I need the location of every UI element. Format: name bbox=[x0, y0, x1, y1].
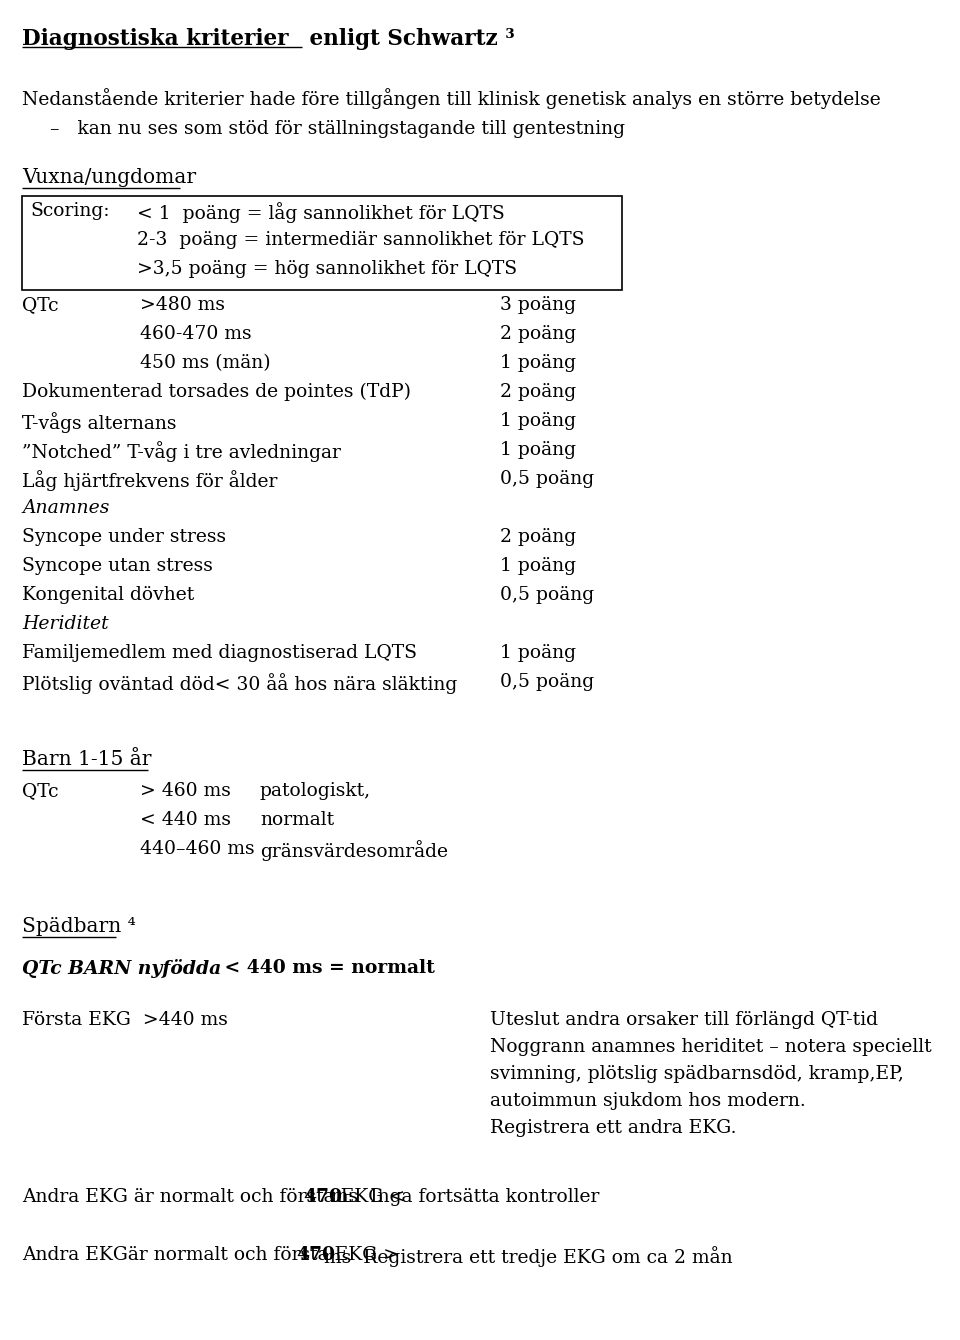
Text: QTc: QTc bbox=[22, 783, 59, 800]
Text: Syncope under stress: Syncope under stress bbox=[22, 528, 227, 545]
Text: Andra EKGär normalt och första EKG >: Andra EKGär normalt och första EKG > bbox=[22, 1246, 405, 1264]
Text: T-vågs alternans: T-vågs alternans bbox=[22, 411, 177, 433]
Text: Vuxna/ungdomar: Vuxna/ungdomar bbox=[22, 168, 196, 188]
Text: autoimmun sjukdom hos modern.: autoimmun sjukdom hos modern. bbox=[490, 1092, 805, 1110]
Text: >3,5 poäng = hög sannolikhet för LQTS: >3,5 poäng = hög sannolikhet för LQTS bbox=[137, 260, 517, 277]
Text: gränsvärdesområde: gränsvärdesområde bbox=[260, 840, 448, 862]
Text: 2-3  poäng = intermediär sannolikhet för LQTS: 2-3 poäng = intermediär sannolikhet för … bbox=[137, 230, 585, 249]
Text: patologiskt,: patologiskt, bbox=[260, 783, 372, 800]
Text: 1 poäng: 1 poäng bbox=[500, 354, 576, 373]
Text: 470: 470 bbox=[296, 1246, 335, 1264]
Text: < 440 ms: < 440 ms bbox=[140, 811, 231, 829]
Text: 2 poäng: 2 poäng bbox=[500, 383, 576, 401]
Text: Barn 1-15 år: Barn 1-15 år bbox=[22, 750, 152, 769]
Text: Noggrann anamnes heriditet – notera speciellt: Noggrann anamnes heriditet – notera spec… bbox=[490, 1038, 931, 1056]
Text: < 440 ms = normalt: < 440 ms = normalt bbox=[218, 959, 435, 977]
Text: 440–460 ms: 440–460 ms bbox=[140, 840, 254, 858]
Text: 0,5 poäng: 0,5 poäng bbox=[500, 586, 594, 604]
Text: Spädbarn ⁴: Spädbarn ⁴ bbox=[22, 917, 135, 937]
Text: Anamnes: Anamnes bbox=[22, 498, 109, 517]
Text: 1 poäng: 1 poäng bbox=[500, 411, 576, 430]
Text: Syncope utan stress: Syncope utan stress bbox=[22, 557, 213, 575]
Text: Andra EKG är normalt och första EKG <: Andra EKG är normalt och första EKG < bbox=[22, 1189, 411, 1206]
Text: 2 poäng: 2 poäng bbox=[500, 326, 576, 343]
Text: Registrera ett andra EKG.: Registrera ett andra EKG. bbox=[490, 1119, 736, 1138]
Text: Plötslig oväntad död< 30 åå hos nära släkting: Plötslig oväntad död< 30 åå hos nära slä… bbox=[22, 673, 457, 694]
Text: ms  Registrera ett tredje EKG om ca 2 mån: ms Registrera ett tredje EKG om ca 2 mån bbox=[318, 1246, 732, 1266]
Text: 3 poäng: 3 poäng bbox=[500, 296, 576, 314]
Text: Diagnostiska kriterier: Diagnostiska kriterier bbox=[22, 28, 289, 50]
Text: Nedanstående kriterier hade före tillgången till klinisk genetisk analys en stör: Nedanstående kriterier hade före tillgån… bbox=[22, 88, 880, 109]
Text: normalt: normalt bbox=[260, 811, 334, 829]
Text: 1 poäng: 1 poäng bbox=[500, 645, 576, 662]
Text: Familjemedlem med diagnostiserad LQTS: Familjemedlem med diagnostiserad LQTS bbox=[22, 645, 417, 662]
Text: 0,5 poäng: 0,5 poäng bbox=[500, 673, 594, 691]
Text: –   kan nu ses som stöd för ställningstagande till gentestning: – kan nu ses som stöd för ställningstaga… bbox=[50, 121, 625, 138]
Text: Första EKG  >440 ms: Första EKG >440 ms bbox=[22, 1010, 228, 1029]
Text: QTc: QTc bbox=[22, 296, 59, 314]
Text: 470: 470 bbox=[303, 1189, 342, 1206]
Text: 460-470 ms: 460-470 ms bbox=[140, 326, 252, 343]
Bar bbox=[22, 196, 622, 289]
Text: ms  Inga fortsätta kontroller: ms Inga fortsätta kontroller bbox=[325, 1189, 600, 1206]
Text: > 460 ms: > 460 ms bbox=[140, 783, 230, 800]
Text: Kongenital dövhet: Kongenital dövhet bbox=[22, 586, 194, 604]
Text: 2 poäng: 2 poäng bbox=[500, 528, 576, 545]
Text: Dokumenterad torsades de pointes (TdP): Dokumenterad torsades de pointes (TdP) bbox=[22, 383, 411, 401]
Text: ”Notched” T-våg i tre avledningar: ”Notched” T-våg i tre avledningar bbox=[22, 441, 341, 462]
Text: Scoring:: Scoring: bbox=[30, 202, 109, 220]
Text: Låg hjärtfrekvens för ålder: Låg hjärtfrekvens för ålder bbox=[22, 470, 277, 490]
Text: 450 ms (män): 450 ms (män) bbox=[140, 354, 271, 373]
Text: 1 poäng: 1 poäng bbox=[500, 557, 576, 575]
Text: enligt Schwartz ³: enligt Schwartz ³ bbox=[302, 28, 515, 50]
Text: 0,5 poäng: 0,5 poäng bbox=[500, 470, 594, 488]
Text: svimning, plötslig spädbarnsdöd, kramp,EP,: svimning, plötslig spädbarnsdöd, kramp,E… bbox=[490, 1065, 904, 1083]
Text: < 1  poäng = låg sannolikhet för LQTS: < 1 poäng = låg sannolikhet för LQTS bbox=[137, 202, 505, 222]
Text: 1 poäng: 1 poäng bbox=[500, 441, 576, 460]
Text: Heriditet: Heriditet bbox=[22, 615, 108, 632]
Text: >480 ms: >480 ms bbox=[140, 296, 225, 314]
Text: Uteslut andra orsaker till förlängd QT-tid: Uteslut andra orsaker till förlängd QT-t… bbox=[490, 1010, 878, 1029]
Text: QTc BARN nyfödda: QTc BARN nyfödda bbox=[22, 959, 221, 978]
